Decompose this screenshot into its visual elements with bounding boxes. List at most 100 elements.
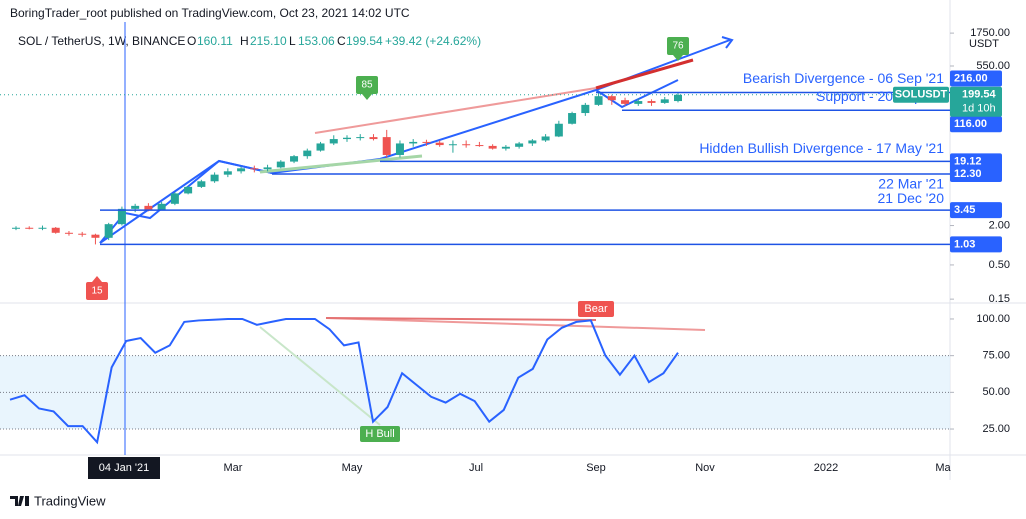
c-value: 199.54 (346, 34, 383, 48)
y-tick-label: 50.00 (982, 386, 1010, 398)
level-price-label: 1.03 (954, 238, 975, 250)
marker-label: 85 (361, 80, 373, 91)
candle-body (647, 101, 656, 103)
trendline (259, 326, 381, 426)
level-price-label: 12.30 (954, 168, 982, 180)
marker-box (86, 282, 108, 300)
candle-body (382, 137, 391, 155)
candle-body (210, 174, 219, 182)
change: +39.42 (+24.62%) (385, 34, 481, 48)
level-price-label: 19.12 (954, 155, 982, 167)
candle-body (237, 168, 246, 172)
h-label: H (240, 34, 249, 48)
x-tick-label: 04 Jan '21 (99, 462, 149, 474)
o-value: 160.11 (197, 34, 233, 48)
level-price-label: 116.00 (954, 118, 987, 130)
candle-body (409, 141, 418, 144)
candle-body (223, 171, 232, 175)
x-tick-label: Ma (935, 462, 951, 474)
candle-body (78, 233, 87, 235)
x-tick-label: Nov (695, 462, 715, 474)
arrow-head (721, 36, 734, 49)
x-tick-label: Mar (224, 462, 243, 474)
level-price-label: 3.45 (954, 204, 975, 216)
x-tick-label: 2022 (814, 462, 838, 474)
trendline (595, 58, 694, 90)
marker-box (356, 76, 378, 94)
candle-body (634, 101, 643, 104)
candle-body (184, 186, 193, 194)
countdown: 1d 10h (962, 103, 996, 115)
candle-body (343, 137, 351, 140)
brand: TradingView (34, 493, 106, 508)
candle-body (303, 150, 312, 157)
l-label: L (289, 34, 296, 48)
y-tick-label: 25.00 (982, 423, 1010, 435)
y-tick-label: 1750.00 (970, 27, 1010, 39)
trendline (595, 79, 679, 109)
candle-body (568, 113, 577, 124)
candle-body (144, 205, 153, 210)
band-fill (0, 355, 950, 430)
marker-label: Bear (584, 303, 608, 315)
level-price-box (950, 153, 1002, 170)
level-text: Hidden Bullish Divergence - 17 May '21 (699, 140, 944, 156)
marker-pointer (673, 55, 683, 61)
marker-label: 15 (91, 286, 103, 297)
candle-body (51, 227, 60, 233)
candle-body (356, 137, 365, 139)
y-tick-label: 0.50 (989, 259, 1010, 271)
candle-body (660, 99, 669, 103)
y-tick-label: 550.00 (976, 60, 1010, 72)
level-price-box (950, 236, 1002, 253)
c-label: C (337, 34, 346, 48)
marker-pointer (92, 276, 102, 282)
y-tick-label: 0.15 (989, 293, 1010, 305)
candle-body (554, 123, 563, 137)
footer: TradingView (10, 493, 106, 508)
x-tick-label: Jul (469, 462, 483, 474)
candle-body (64, 232, 73, 234)
symbol: SOL / TetherUS, 1W, BINANCE (18, 34, 185, 48)
marker-box (578, 301, 614, 317)
candle-body (435, 142, 444, 146)
candle-body (38, 227, 47, 229)
candle-body (422, 141, 431, 143)
candle-body (488, 145, 497, 149)
crosshair-date-box (88, 457, 160, 479)
x-tick-label: May (342, 462, 363, 474)
marker-box (360, 426, 400, 442)
level-text: Bearish Divergence - 06 Sep '21 (743, 70, 944, 86)
level-price-box (950, 70, 1002, 87)
o-label: O (187, 34, 196, 48)
candle-body (117, 208, 126, 225)
candle-body (369, 137, 378, 140)
marker-label: 76 (672, 41, 684, 52)
trendline (325, 317, 597, 321)
candle-body (12, 227, 20, 229)
candle-body (515, 143, 524, 147)
candle-body (501, 146, 510, 149)
candle-body (541, 136, 550, 141)
candle-body (250, 168, 259, 170)
last-price-tag-text: SOLUSDT (895, 89, 948, 101)
candle-body (157, 203, 166, 210)
trendline (325, 317, 706, 331)
candle-body (91, 234, 100, 238)
y-tick-label: 100.00 (976, 313, 1010, 325)
candle-body (462, 144, 471, 146)
level-price-box (950, 165, 1002, 182)
last-price-label: 199.54 (962, 89, 997, 101)
logo (10, 496, 29, 506)
level-text: 21 Dec '20 (878, 190, 945, 206)
last-price-box (950, 86, 1002, 117)
candle-body (395, 143, 404, 155)
publisher: BoringTrader_root published on TradingVi… (10, 6, 410, 20)
level-price-box (950, 202, 1002, 219)
candle-body (104, 224, 113, 238)
candle-body (316, 143, 325, 151)
marker-box (667, 37, 689, 55)
candle-body (448, 144, 457, 146)
